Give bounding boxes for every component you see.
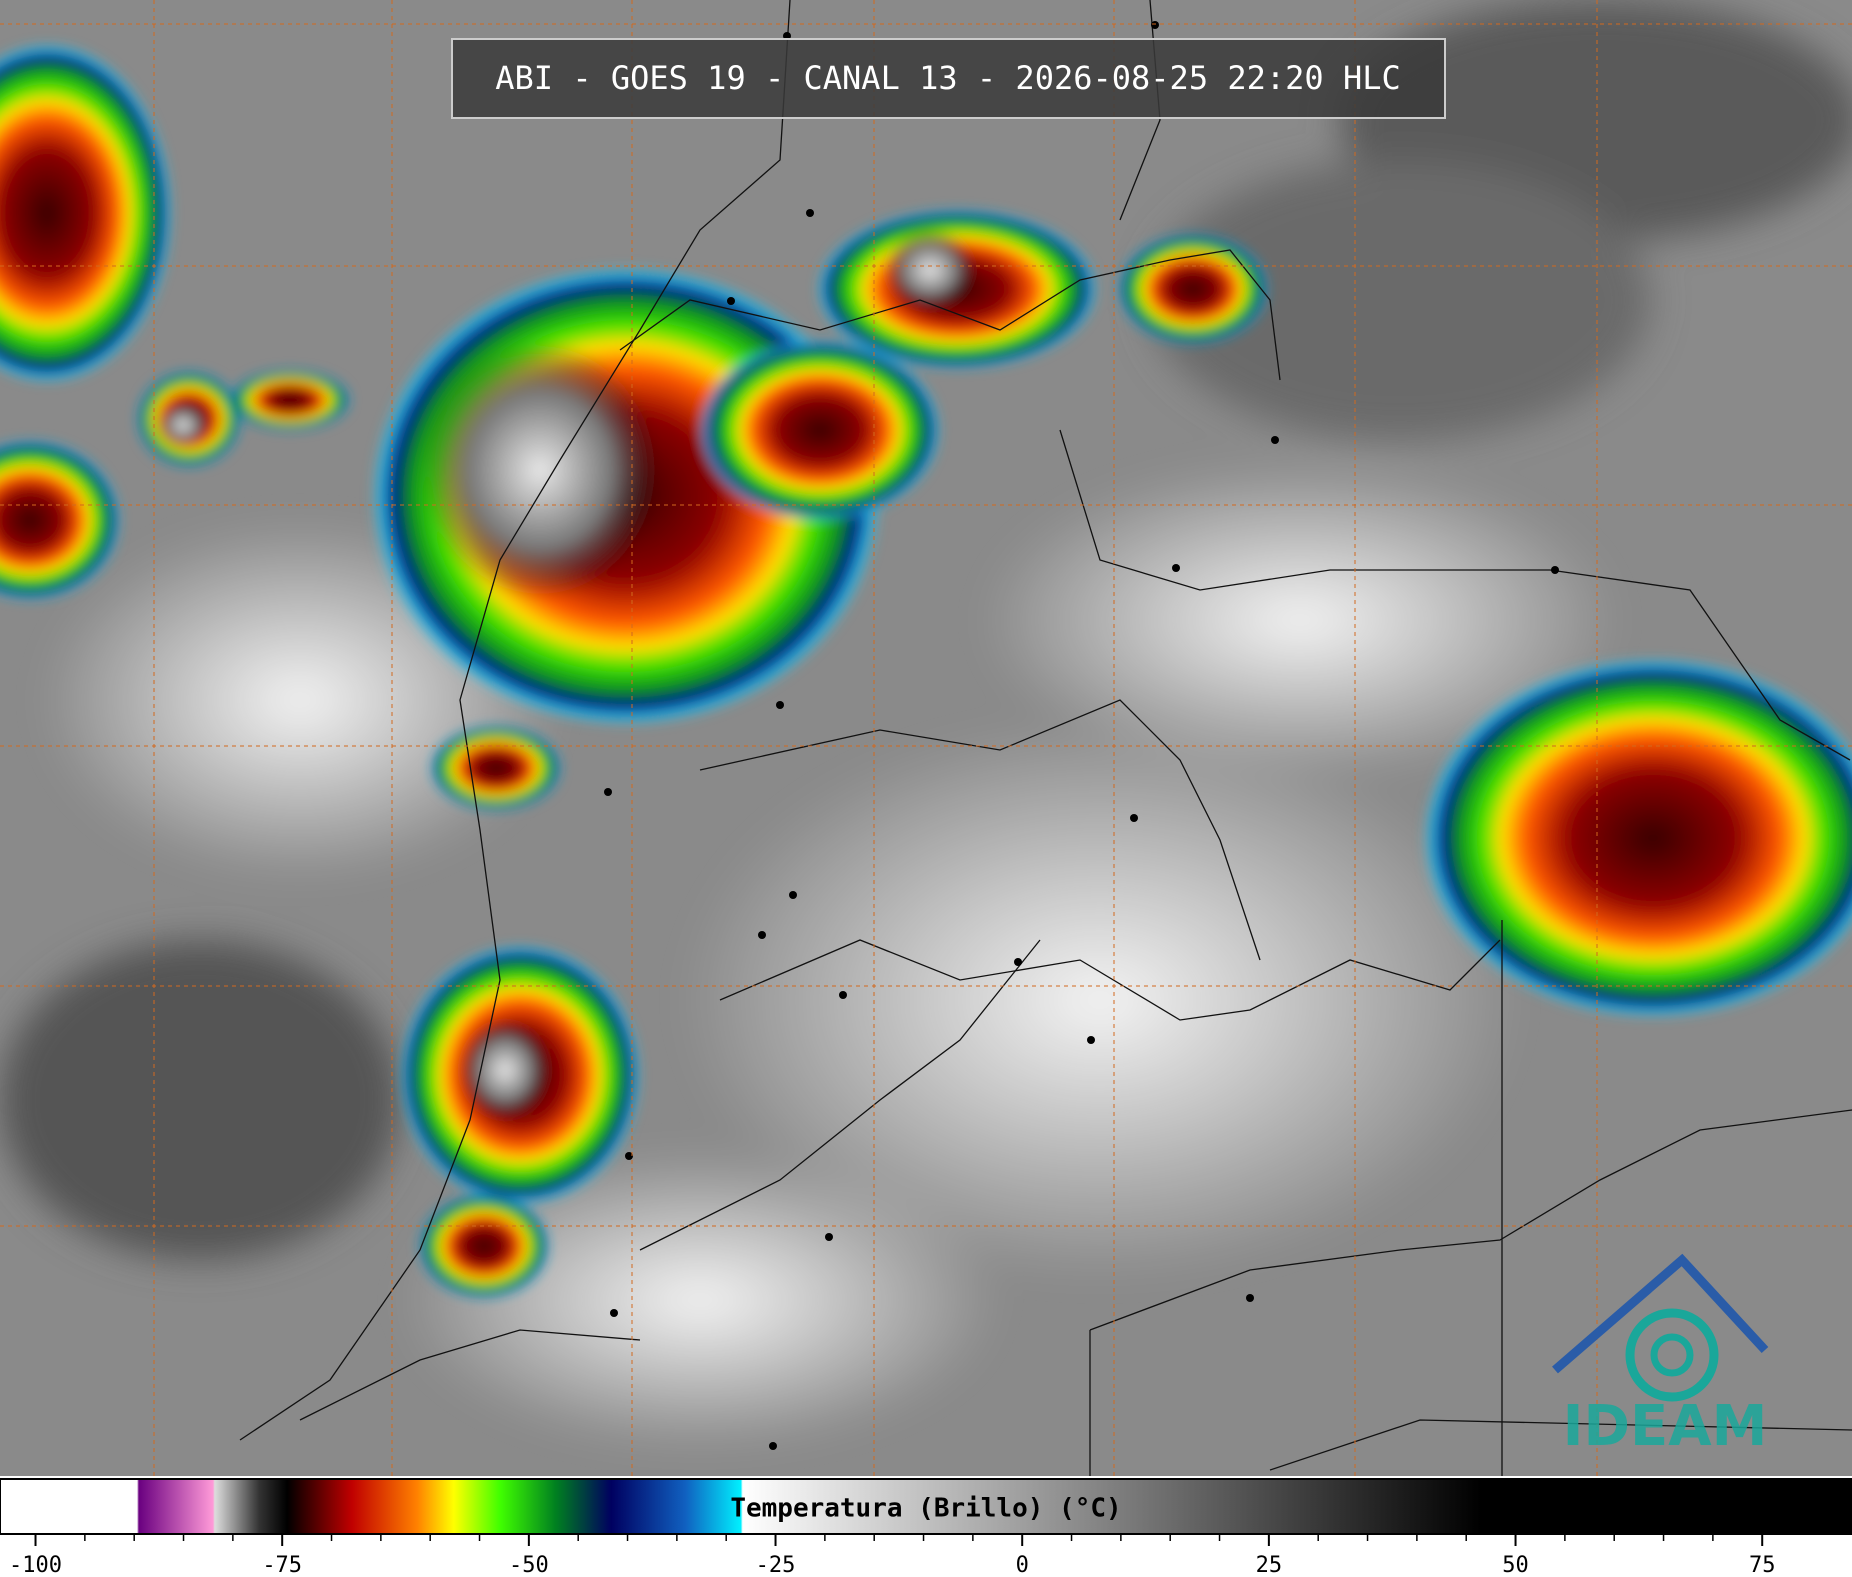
tick-label: 0 [1016, 1553, 1029, 1577]
colorbar [0, 1478, 1852, 1535]
graticule [0, 0, 1852, 1476]
tick-label: 75 [1749, 1553, 1776, 1577]
tick-label: -25 [756, 1553, 796, 1577]
logo-swirl-inner [1650, 1333, 1694, 1377]
logo: IDEAM [1552, 1253, 1769, 1459]
logo-swirl [1625, 1308, 1719, 1402]
tick-label: 25 [1256, 1553, 1283, 1577]
borders [239, 0, 1852, 1476]
tick-label: -100 [9, 1553, 62, 1577]
tick-label: 50 [1502, 1553, 1529, 1577]
title-box [451, 38, 1446, 119]
tick-label: -75 [262, 1553, 302, 1577]
tick-label: -50 [509, 1553, 549, 1577]
colorbar-label: Temperatura (Brillo) (°C) [730, 1494, 1121, 1524]
storms [0, 43, 1852, 1298]
logo-text: IDEAM [1563, 1394, 1768, 1459]
logo-roof [1552, 1253, 1769, 1374]
title: ABI - GOES 19 - CANAL 13 - 2026-08-25 22… [495, 59, 1400, 97]
cities [604, 21, 1559, 1450]
colorbar-ticks: -100 -75 -50 -25 0 25 50 75 [9, 1534, 1775, 1577]
